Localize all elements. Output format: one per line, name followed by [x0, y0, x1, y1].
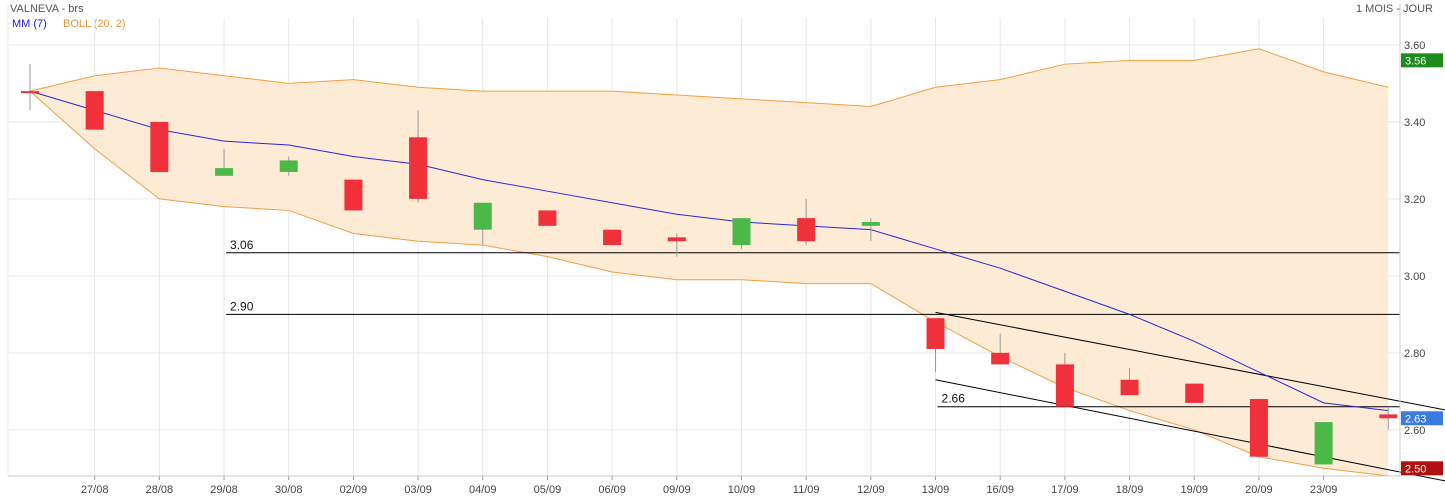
- candle-body: [344, 179, 363, 211]
- x-tick-label: 03/09: [404, 484, 432, 496]
- candle-body: [538, 210, 557, 226]
- moving-average: [29, 90, 1389, 412]
- candle-body: [1185, 383, 1204, 403]
- bollinger-upper: [29, 48, 1389, 108]
- price-badge-label: 2.63: [1405, 413, 1426, 425]
- candle-body: [797, 218, 816, 242]
- y-tick-label: 2.80: [1404, 348, 1425, 360]
- x-tick-label: 30/08: [275, 484, 303, 496]
- candle-body: [1249, 399, 1268, 457]
- candle-body: [473, 202, 492, 230]
- candle-body: [732, 218, 751, 246]
- level-label: 2.90: [230, 299, 254, 313]
- x-tick-label: 17/09: [1051, 484, 1079, 496]
- x-tick-label: 09/09: [663, 484, 691, 496]
- candle-body: [1055, 364, 1074, 407]
- bollinger-lower: [29, 90, 1389, 477]
- candle-body: [409, 137, 428, 199]
- x-tick-label: 02/09: [340, 484, 368, 496]
- candle-body: [1120, 379, 1139, 396]
- price-badge-label: 2.50: [1405, 463, 1426, 475]
- x-tick-label: 28/08: [146, 484, 174, 496]
- x-tick-label: 10/09: [728, 484, 756, 496]
- bollinger-bands: [29, 48, 1389, 477]
- chart-title: VALNEVA - brs: [10, 3, 84, 15]
- x-tick-label: 23/09: [1310, 484, 1338, 496]
- level-label: 2.66: [942, 392, 966, 406]
- y-tick-label: 3.40: [1404, 117, 1425, 129]
- x-tick-label: 11/09: [793, 484, 820, 496]
- ma-line: [29, 90, 1389, 412]
- candle-body: [279, 160, 298, 172]
- candle-body: [85, 91, 104, 130]
- candle-body: [21, 91, 39, 94]
- x-tick-label: 04/09: [469, 484, 497, 496]
- x-tick-label: 19/09: [1180, 484, 1208, 496]
- x-tick-label: 18/09: [1116, 484, 1144, 496]
- level-label: 3.06: [230, 238, 254, 252]
- x-tick-label: 12/09: [857, 484, 885, 496]
- x-tick-label: 27/08: [81, 484, 109, 496]
- y-tick-label: 3.60: [1404, 40, 1425, 52]
- y-tick-label: 3.20: [1404, 194, 1425, 206]
- candle-body: [603, 229, 622, 246]
- x-tick-label: 16/09: [986, 484, 1014, 496]
- axes: 3.60 3.40 3.20 3.00 2.80 2.60 27/08 28/08 29/08 3…: [7, 4, 1443, 496]
- candle-body: [861, 221, 880, 226]
- trend-line: [935, 379, 1445, 482]
- x-tick-label: 13/09: [922, 484, 950, 496]
- candle-body: [667, 237, 686, 242]
- candle-body: [150, 121, 169, 172]
- period-label[interactable]: 1 MOIS - JOUR: [1355, 3, 1433, 15]
- x-tick-label: 20/09: [1245, 484, 1273, 496]
- bollinger-fill: [30, 48, 1389, 476]
- x-tick-label: 05/09: [534, 484, 562, 496]
- price-badge: [1401, 461, 1443, 476]
- candle-body: [1314, 422, 1333, 465]
- candle-body: [215, 168, 234, 176]
- x-tick-label: 29/08: [210, 484, 238, 496]
- y-tick-label: 2.60: [1404, 425, 1425, 437]
- candle-body: [1379, 414, 1398, 419]
- candle-body: [991, 352, 1010, 365]
- price-badge: [1401, 411, 1443, 426]
- price-badge: [1401, 53, 1443, 68]
- candle-body: [926, 318, 945, 349]
- price-levels: 3.06 2.90 2.66: [226, 238, 1445, 482]
- y-tick-label: 3.00: [1404, 271, 1425, 283]
- candles: [21, 64, 1398, 465]
- trend-line: [935, 311, 1445, 411]
- legend-ma: MM (7): [12, 18, 47, 30]
- price-badge-label: 3.56: [1405, 55, 1426, 67]
- x-tick-label: 06/09: [598, 484, 626, 496]
